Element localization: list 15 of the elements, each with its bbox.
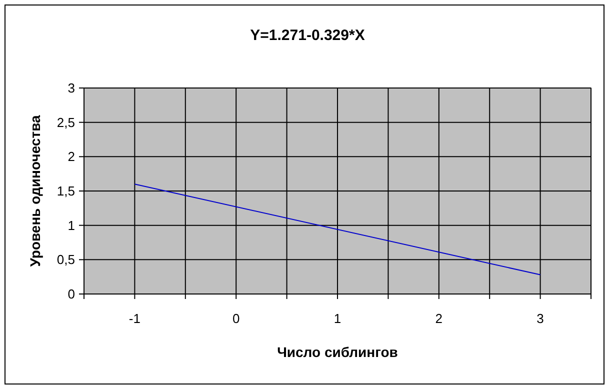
- y-axis-title: Уровень одиночества: [27, 115, 43, 267]
- chart-title: Y=1.271-0.329*X: [250, 27, 365, 44]
- x-tick-label: 2: [435, 311, 443, 326]
- y-tick-label: 0: [68, 286, 75, 302]
- y-tick-label: 1: [68, 218, 75, 233]
- y-tick-label: 0,5: [56, 252, 75, 268]
- x-tick-label: 1: [334, 311, 342, 326]
- y-tick-label: 3: [68, 80, 75, 96]
- y-tick-label: 2: [68, 149, 75, 164]
- y-tick-label: 2,5: [56, 114, 75, 130]
- x-tick-label: -1: [128, 311, 140, 326]
- y-tick-label: 1,5: [56, 184, 75, 199]
- x-tick-label: 0: [232, 311, 240, 326]
- x-axis-title: Число сиблингов: [277, 344, 398, 360]
- x-tick-label: 3: [536, 311, 544, 326]
